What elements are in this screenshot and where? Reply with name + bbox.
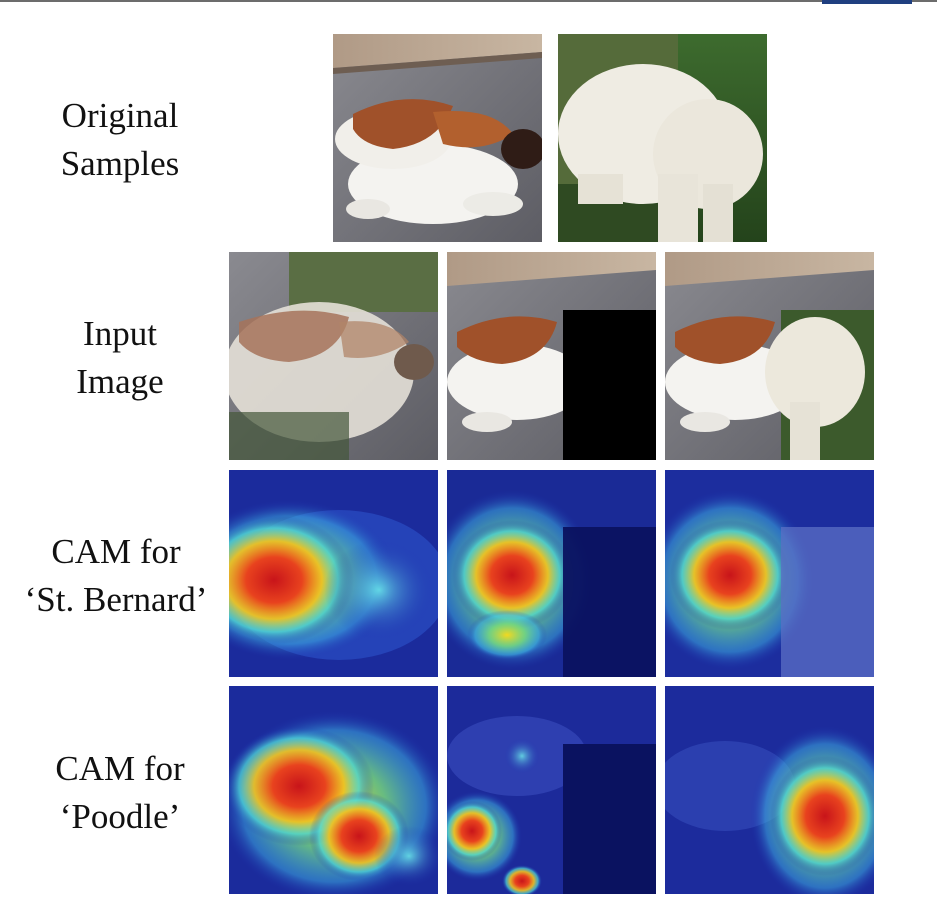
row-label-line: Input <box>83 314 157 353</box>
top-accent-mark <box>822 0 912 4</box>
cam-st-bernard-poodle-masked-heatmap <box>665 470 874 677</box>
input-masked-poodle-image <box>665 252 874 460</box>
cam-st-bernard-masked-heatmap <box>447 470 656 677</box>
row-label-line: CAM for <box>51 532 181 571</box>
cam-poodle-blend-heatmap <box>229 686 438 894</box>
row-label-cam-poodle: CAM for ‘Poodle’ <box>20 745 220 841</box>
input-masked-black-image <box>447 252 656 460</box>
row-label-original-samples: Original Samples <box>20 92 220 188</box>
cam-poodle-poodle-masked-heatmap <box>665 686 874 894</box>
top-border-line <box>0 0 937 2</box>
row-label-line: Image <box>76 362 164 401</box>
row-label-line: Original <box>61 96 179 135</box>
original-poodle-image <box>558 34 767 242</box>
row-label-line: ‘St. Bernard’ <box>24 580 208 619</box>
input-mixed-blend-image <box>229 252 438 460</box>
row-label-cam-st-bernard: CAM for ‘St. Bernard’ <box>6 528 226 624</box>
cam-st-bernard-blend-heatmap <box>229 470 438 677</box>
cam-poodle-masked-heatmap <box>447 686 656 894</box>
row-label-line: Samples <box>60 144 180 183</box>
row-label-line: ‘Poodle’ <box>59 797 181 836</box>
row-label-input-image: Input Image <box>20 310 220 406</box>
original-st-bernard-image <box>333 34 542 242</box>
row-label-line: CAM for <box>55 749 185 788</box>
